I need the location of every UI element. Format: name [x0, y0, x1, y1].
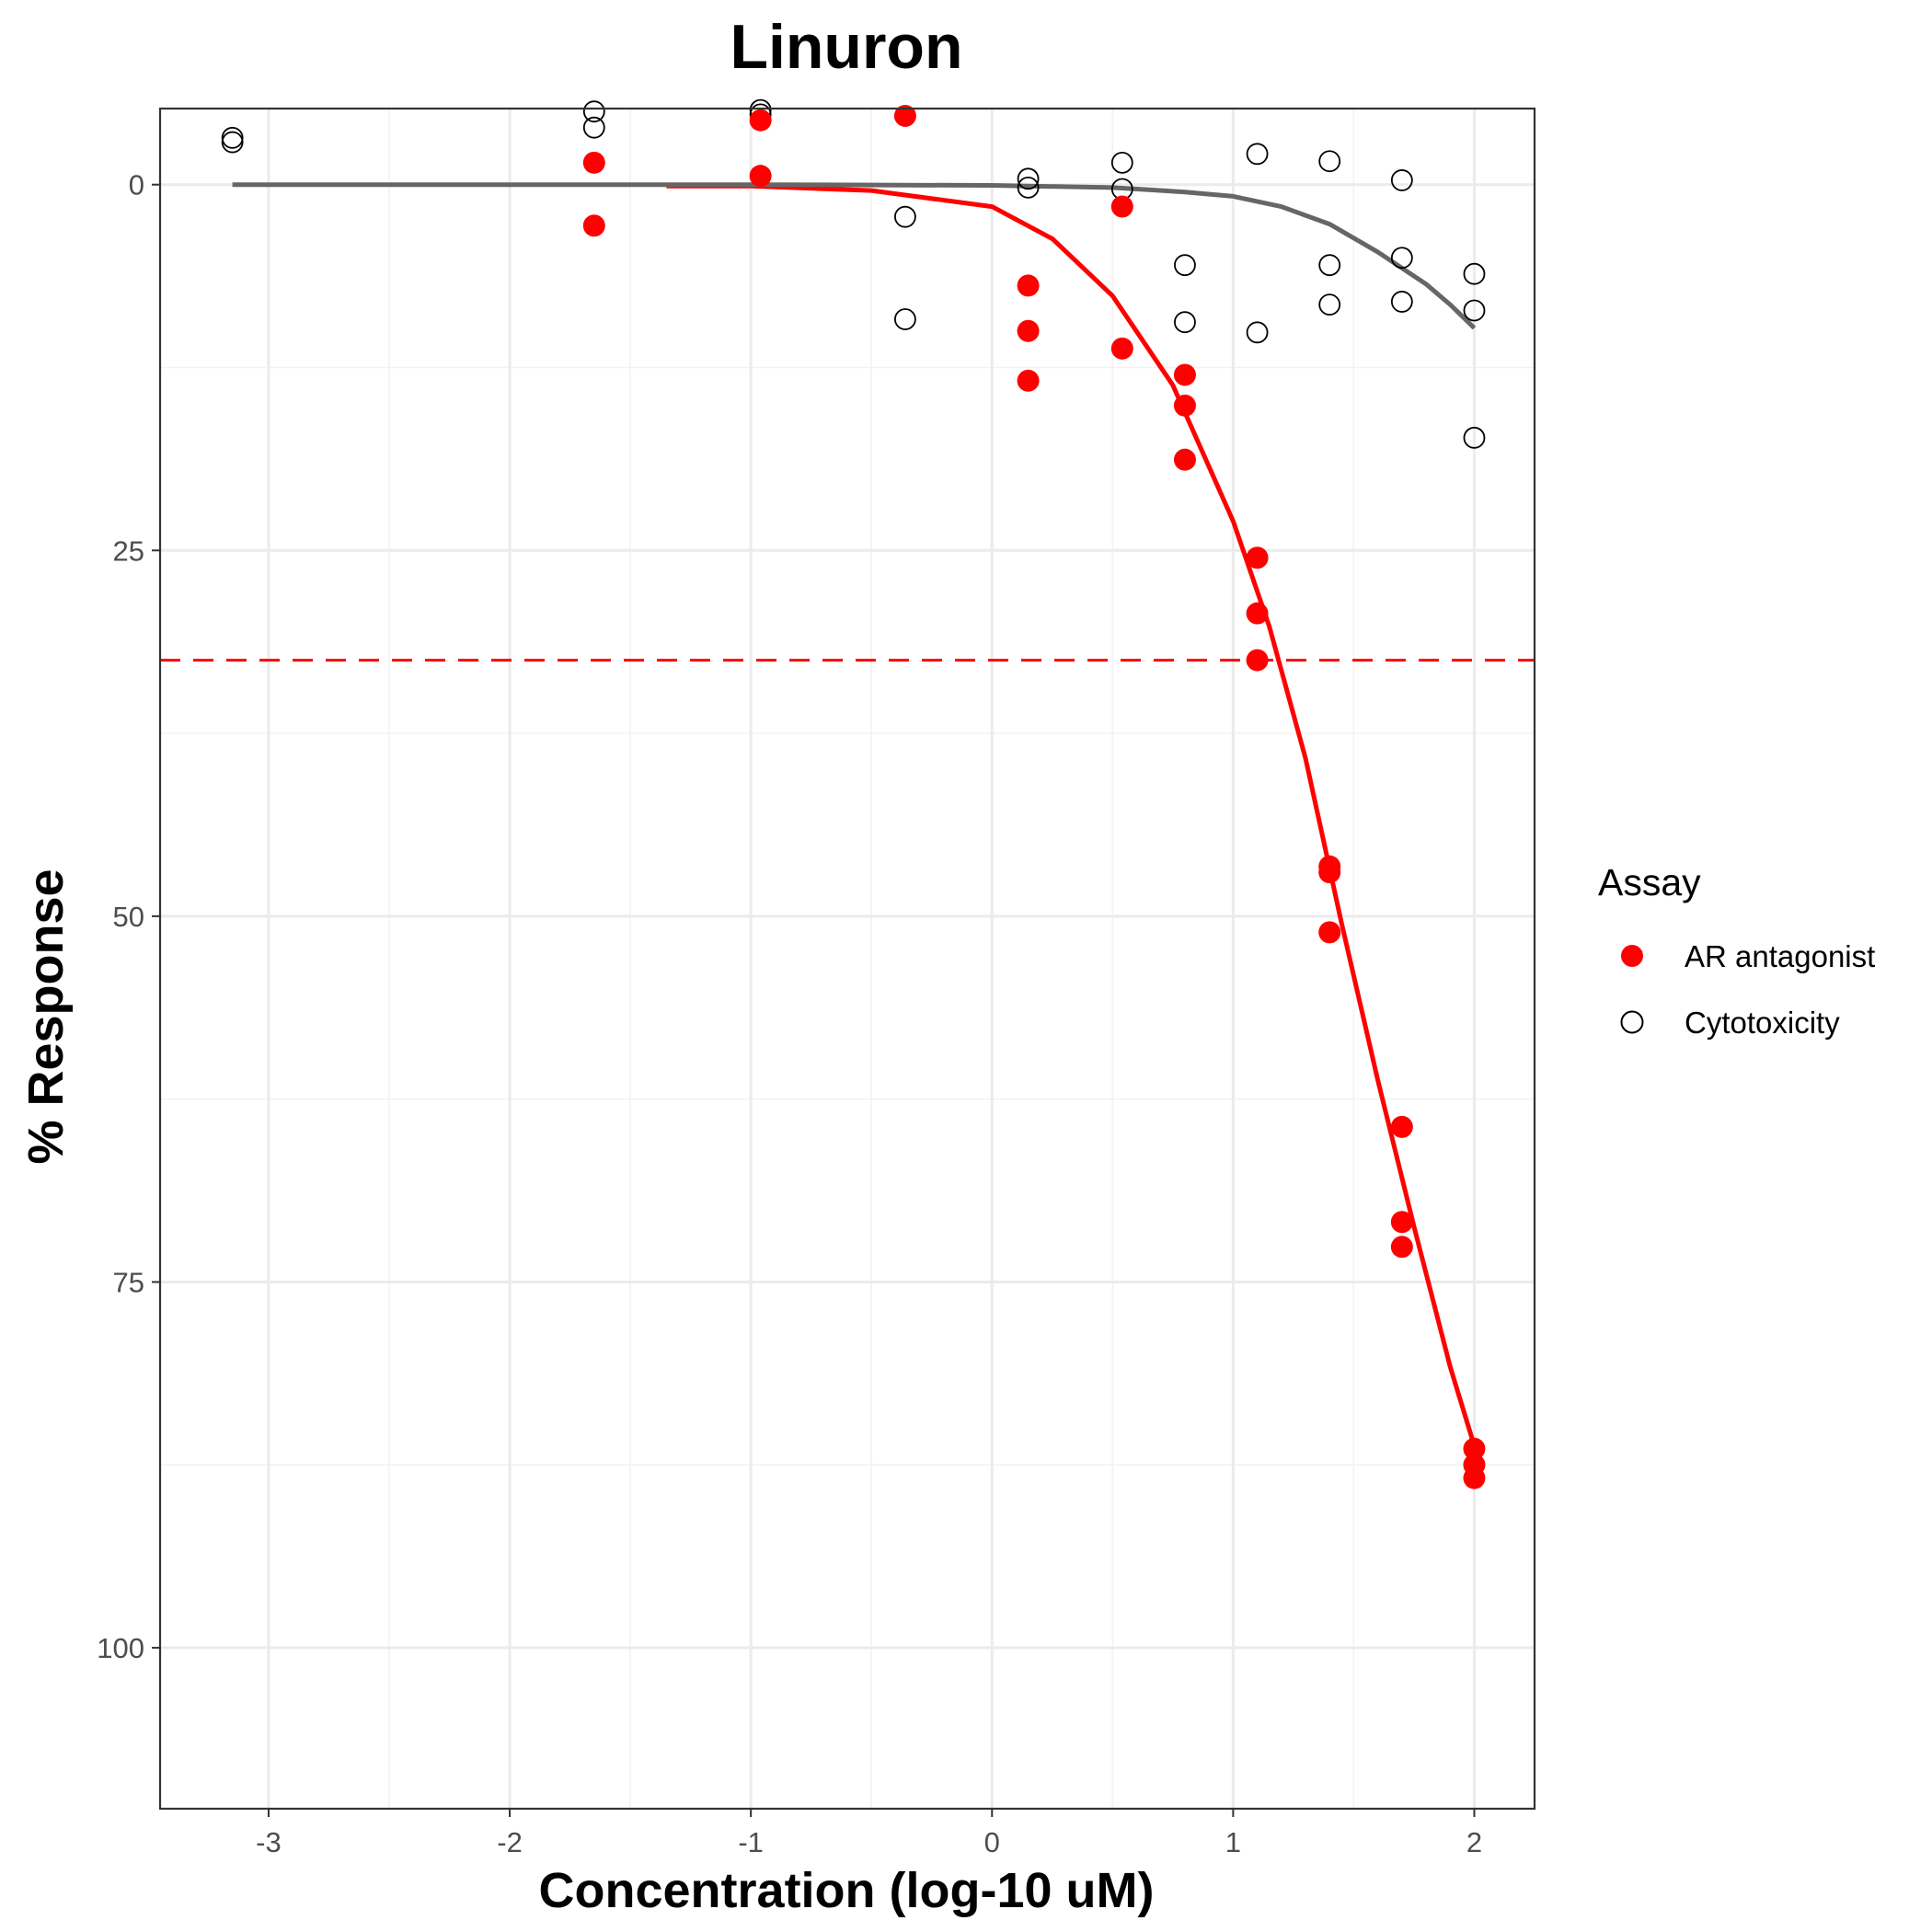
- data-point-ar-antagonist: [1173, 448, 1196, 471]
- data-point-ar-antagonist: [1463, 1466, 1486, 1489]
- data-point-cytotoxicity: [1463, 426, 1486, 449]
- legend-label-cytotoxicity: Cytotoxicity: [1685, 1006, 1840, 1040]
- legend-title: Assay: [1598, 861, 1701, 903]
- data-point-ar-antagonist: [1246, 649, 1269, 672]
- data-point-cytotoxicity: [1318, 150, 1341, 173]
- data-point-ar-antagonist: [1246, 546, 1269, 569]
- chart-title: Linuron: [730, 12, 962, 82]
- data-point-ar-antagonist: [582, 214, 605, 237]
- data-point-ar-antagonist: [582, 151, 605, 174]
- y-tick-label: 25: [113, 535, 144, 567]
- data-point-ar-antagonist: [749, 109, 772, 132]
- x-tick-label: 0: [984, 1826, 1000, 1858]
- data-point-ar-antagonist: [893, 104, 916, 127]
- data-point-ar-antagonist: [1173, 394, 1196, 417]
- data-point-cytotoxicity: [582, 116, 605, 139]
- data-point-ar-antagonist: [1017, 319, 1040, 342]
- data-point-cytotoxicity: [1463, 262, 1486, 285]
- data-point-cytotoxicity: [1318, 254, 1341, 277]
- data-point-cytotoxicity: [1318, 293, 1341, 316]
- data-point-cytotoxicity: [221, 126, 244, 149]
- data-point-ar-antagonist: [1017, 369, 1040, 392]
- legend-key-filled-circle: [1621, 945, 1643, 967]
- data-point-ar-antagonist: [1318, 861, 1341, 884]
- x-tick-label: -2: [497, 1826, 523, 1858]
- data-point-cytotoxicity: [1246, 143, 1269, 166]
- data-point-cytotoxicity: [1390, 169, 1413, 191]
- data-point-cytotoxicity: [1017, 176, 1040, 199]
- data-point-cytotoxicity: [1017, 167, 1040, 190]
- legend: Assay AR antagonist Cytotoxicity: [1598, 861, 1875, 1040]
- legend-label-ar-antagonist: AR antagonist: [1685, 939, 1875, 973]
- grid-layer: [160, 109, 1535, 1809]
- data-point-cytotoxicity: [221, 131, 244, 154]
- y-tick-label: 75: [113, 1266, 144, 1298]
- data-point-ar-antagonist: [1110, 337, 1133, 360]
- data-point-ar-antagonist: [1390, 1211, 1413, 1234]
- data-point-ar-antagonist: [1463, 1437, 1486, 1460]
- data-point-ar-antagonist: [1017, 274, 1040, 297]
- data-point-cytotoxicity: [1390, 247, 1413, 270]
- legend-item-cytotoxicity: Cytotoxicity: [1620, 1006, 1840, 1040]
- fit-curves-layer: [232, 182, 1477, 1447]
- data-point-cytotoxicity: [894, 205, 916, 228]
- data-point-cytotoxicity: [582, 100, 605, 123]
- data-points-layer: [221, 98, 1486, 1489]
- data-point-cytotoxicity: [1174, 254, 1196, 277]
- legend-item-ar-antagonist: AR antagonist: [1621, 939, 1875, 973]
- x-tick-label: 2: [1466, 1826, 1482, 1858]
- data-point-cytotoxicity: [1463, 299, 1486, 322]
- data-point-ar-antagonist: [1390, 1115, 1413, 1138]
- data-point-ar-antagonist: [749, 165, 772, 188]
- y-tick-label: 50: [113, 901, 144, 933]
- x-tick-label: -1: [738, 1826, 764, 1858]
- fit-curve-ar-antagonist: [666, 183, 1477, 1447]
- x-tick-label: -3: [256, 1826, 282, 1858]
- x-tick-label: 1: [1225, 1826, 1241, 1858]
- data-point-cytotoxicity: [1174, 311, 1196, 334]
- data-point-cytotoxicity: [1110, 151, 1133, 174]
- data-point-ar-antagonist: [1173, 363, 1196, 386]
- panel-border: [158, 107, 1536, 1811]
- x-axis-title: Concentration (log-10 uM): [539, 1863, 1155, 1918]
- y-axis-title: % Response: [18, 868, 74, 1164]
- data-point-ar-antagonist: [1390, 1236, 1413, 1259]
- legend-key-open-circle: [1620, 1010, 1644, 1034]
- data-point-cytotoxicity: [1390, 291, 1413, 313]
- data-point-cytotoxicity: [894, 308, 916, 330]
- data-point-cytotoxicity: [1246, 321, 1269, 344]
- x-axis-ticks: -3 -2 -1 0 1 2: [256, 1809, 1482, 1858]
- fit-curve-cytotoxicity: [232, 182, 1477, 330]
- data-point-ar-antagonist: [1246, 602, 1269, 625]
- y-tick-label: 100: [97, 1632, 144, 1664]
- data-point-ar-antagonist: [1110, 195, 1133, 218]
- data-point-ar-antagonist: [1318, 921, 1341, 944]
- y-tick-label: 0: [129, 169, 144, 201]
- y-axis-ticks: 0 25 50 75 100: [97, 169, 160, 1664]
